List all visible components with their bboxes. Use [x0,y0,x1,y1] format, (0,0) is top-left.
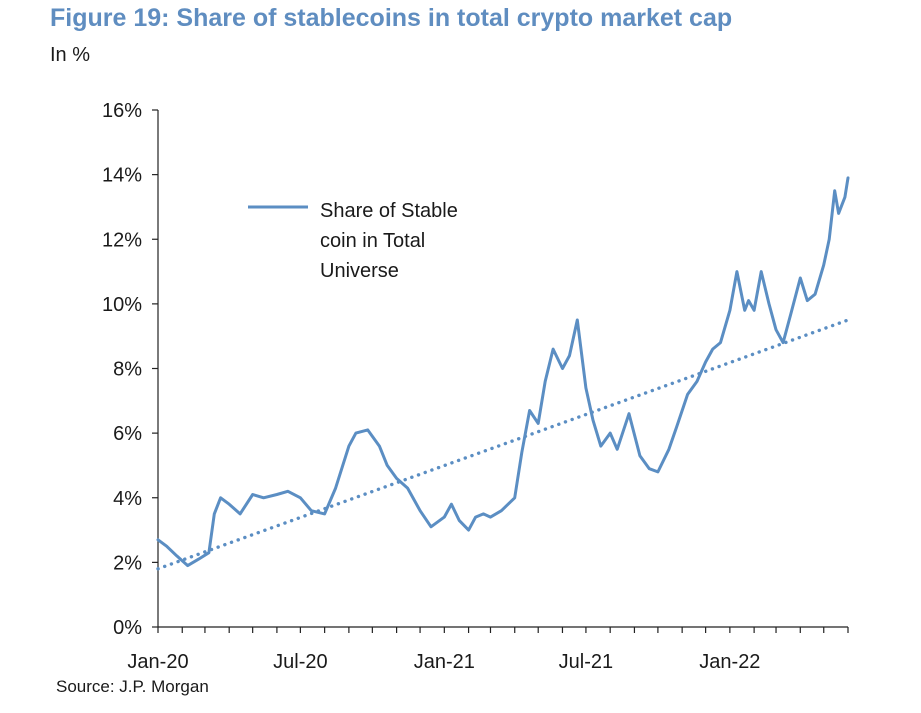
trend-line [156,318,850,571]
y-tick-label: 16% [102,100,142,122]
series-line [156,176,850,568]
y-tick-label: 12% [102,229,142,251]
chart-title: Figure 19: Share of stablecoins in total… [50,4,733,32]
y-tick-label: 8% [113,359,142,381]
y-tick-label: 4% [113,488,142,510]
y-tick-label: 6% [113,423,142,445]
x-tick-label: Jul-21 [559,651,613,673]
y-tick-label: 0% [113,617,142,639]
source-note: Source: J.P. Morgan [56,677,209,696]
legend-label: Universe [320,260,399,282]
x-tick-label: Jan-21 [414,651,475,673]
legend-label: Share of Stable [320,200,458,222]
y-tick-label: 14% [102,165,142,187]
y-tick-label: 2% [113,552,142,574]
x-tick-label: Jan-22 [699,651,760,673]
x-tick-label: Jul-20 [273,651,327,673]
x-tick-label: Jan-20 [127,651,188,673]
chart-subtitle: In % [50,44,91,66]
legend-label: coin in Total [320,230,425,252]
y-tick-label: 10% [102,294,142,316]
